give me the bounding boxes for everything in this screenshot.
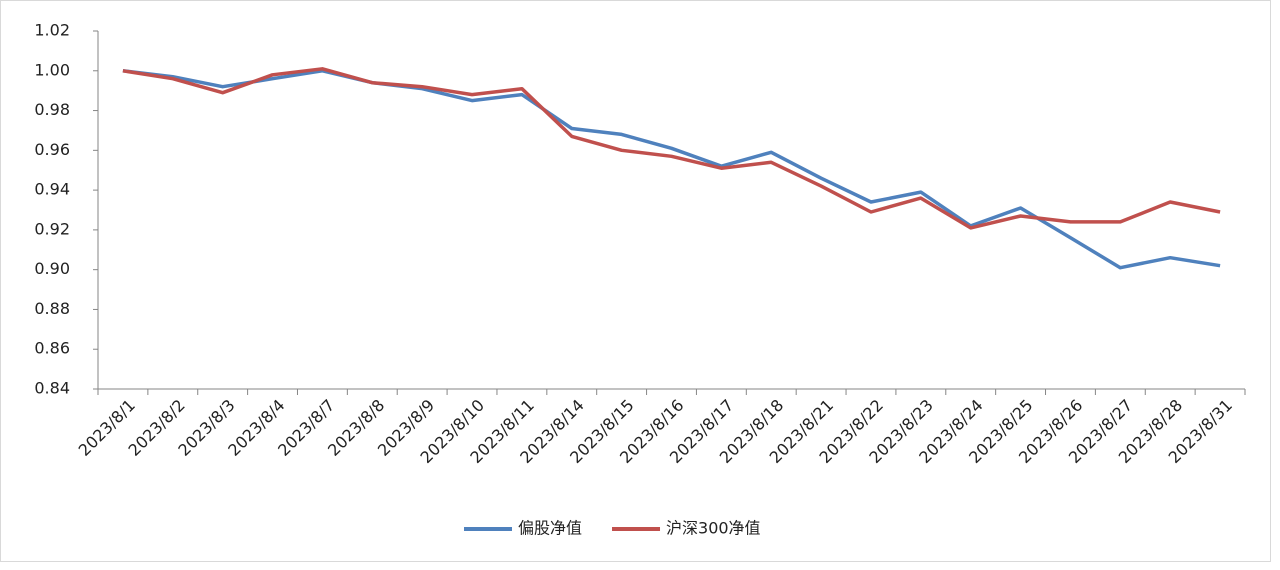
y-tick-label: 0.86 — [34, 339, 70, 358]
y-tick-label: 0.92 — [34, 219, 70, 238]
legend-label: 沪深300净值 — [666, 519, 761, 538]
y-tick-label: 0.88 — [34, 299, 70, 318]
series-line — [122, 67, 1221, 230]
y-tick-label: 1.02 — [34, 21, 70, 40]
y-tick-label: 0.90 — [34, 259, 70, 278]
legend-label: 偏股净值 — [518, 519, 582, 538]
y-tick-label: 0.98 — [34, 100, 70, 119]
chart-border — [0, 0, 1271, 562]
y-tick-label: 0.96 — [34, 140, 70, 159]
y-tick-label: 0.84 — [34, 379, 70, 398]
y-tick-label: 0.94 — [34, 180, 70, 199]
y-tick-label: 1.00 — [34, 60, 70, 79]
